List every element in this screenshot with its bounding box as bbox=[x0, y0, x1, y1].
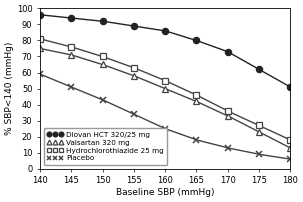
Y-axis label: % SBP<140 (mmHg): % SBP<140 (mmHg) bbox=[5, 42, 14, 135]
X-axis label: Baseline SBP (mmHg): Baseline SBP (mmHg) bbox=[116, 188, 214, 197]
Legend: Diovan HCT 320/25 mg, Valsartan 320 mg, Hydrochlorothiazide 25 mg, Placebo: Diovan HCT 320/25 mg, Valsartan 320 mg, … bbox=[44, 128, 167, 165]
